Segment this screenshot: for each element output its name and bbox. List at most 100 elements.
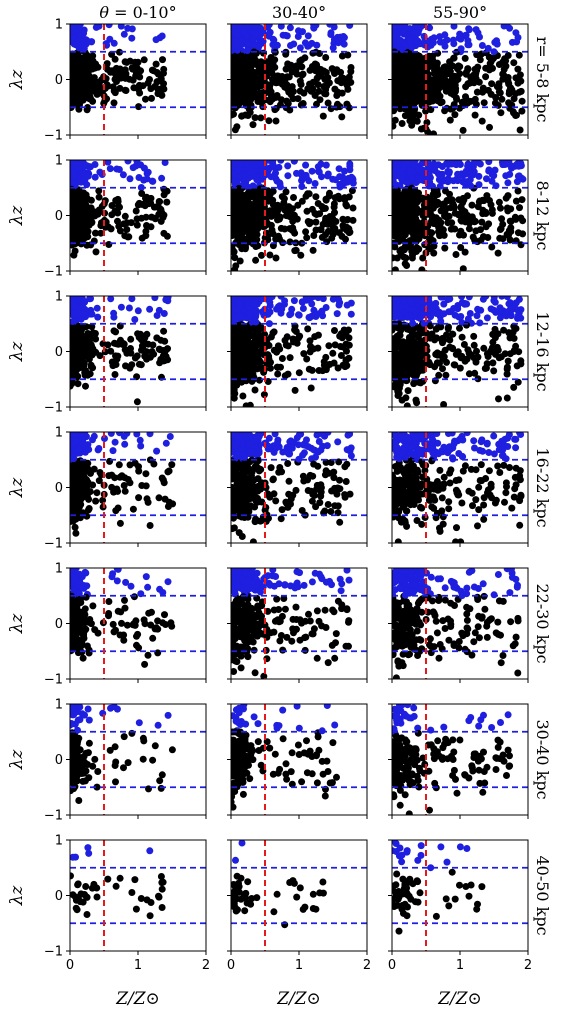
halo-star-point	[482, 223, 490, 231]
halo-star-point	[238, 245, 246, 253]
panel-points-r0-c2	[392, 24, 526, 135]
halo-star-point	[293, 70, 301, 78]
halo-star-point	[510, 59, 518, 67]
disc-star-point	[290, 160, 298, 165]
disc-star-point	[462, 31, 470, 39]
halo-star-point	[495, 80, 503, 88]
halo-star-point	[442, 87, 450, 95]
disc-star-point	[96, 168, 104, 176]
halo-star-point	[71, 207, 79, 215]
halo-star-point	[429, 190, 437, 198]
halo-star-point	[283, 73, 291, 81]
halo-star-point	[80, 87, 88, 95]
disc-star-point	[311, 180, 319, 187]
halo-star-point	[72, 343, 80, 351]
halo-star-point	[433, 59, 441, 67]
halo-star-point	[506, 236, 514, 244]
halo-star-point	[518, 97, 526, 105]
halo-star-point	[322, 54, 330, 61]
halo-star-point	[258, 202, 266, 209]
halo-star-point	[298, 197, 306, 205]
y-tick-label: 0	[55, 209, 63, 224]
halo-star-point	[395, 92, 403, 100]
halo-star-point	[432, 69, 440, 77]
halo-star-point	[430, 249, 438, 257]
disc-star-point	[507, 162, 515, 169]
disc-star-point	[426, 178, 434, 186]
disc-star-point	[302, 161, 310, 169]
halo-star-point	[161, 357, 168, 365]
halo-star-point	[74, 52, 82, 60]
halo-star-point	[322, 231, 329, 239]
halo-star-point	[97, 229, 105, 237]
halo-star-point	[311, 60, 319, 68]
halo-star-point	[401, 112, 409, 120]
halo-star-point	[122, 87, 130, 94]
halo-star-point	[461, 248, 469, 256]
halo-star-point	[324, 99, 332, 107]
halo-star-point	[402, 254, 410, 262]
halo-star-point	[319, 112, 327, 120]
halo-star-point	[252, 229, 260, 237]
halo-star-point	[146, 76, 153, 83]
disc-star-point	[110, 39, 118, 47]
halo-star-point	[400, 207, 408, 215]
disc-star-point	[302, 174, 310, 181]
halo-star-point	[471, 111, 479, 119]
disc-star-point	[79, 169, 87, 177]
disc-star-point	[464, 161, 472, 169]
halo-star-point	[132, 207, 140, 215]
halo-star-point	[254, 96, 262, 104]
halo-star-point	[138, 190, 146, 197]
halo-star-point	[121, 232, 129, 240]
halo-star-point	[135, 360, 143, 368]
halo-star-point	[486, 123, 493, 131]
disc-star-point	[343, 178, 351, 186]
halo-star-point	[76, 95, 84, 103]
halo-star-point	[251, 114, 259, 122]
panel-points-r1-c1	[231, 160, 357, 271]
halo-star-point	[114, 195, 122, 203]
halo-star-point	[392, 219, 397, 227]
halo-star-point	[292, 246, 300, 254]
disc-star-point	[93, 304, 101, 312]
disc-star-point	[269, 160, 277, 165]
halo-star-point	[95, 82, 103, 90]
halo-star-point	[447, 225, 455, 233]
halo-star-point	[425, 52, 433, 60]
halo-star-point	[87, 204, 95, 212]
halo-star-point	[347, 68, 355, 76]
halo-star-point	[289, 95, 297, 103]
disc-star-point	[299, 28, 306, 36]
halo-star-point	[123, 226, 131, 233]
disc-star-point	[103, 160, 111, 165]
disc-star-point	[419, 166, 427, 174]
disc-star-point	[134, 307, 142, 315]
disc-star-point	[70, 296, 76, 301]
halo-star-point	[70, 218, 78, 226]
panel-points-r1-c2	[392, 160, 527, 271]
halo-star-point	[257, 114, 265, 122]
halo-star-point	[519, 230, 527, 238]
disc-star-point	[421, 41, 429, 49]
disc-star-point	[413, 24, 421, 28]
halo-star-point	[463, 99, 471, 107]
disc-star-point	[464, 37, 472, 45]
halo-star-point	[441, 208, 449, 216]
halo-star-point	[234, 56, 242, 64]
halo-star-point	[500, 71, 508, 79]
halo-star-point	[418, 266, 426, 271]
halo-star-point	[402, 78, 410, 85]
disc-star-point	[322, 161, 330, 169]
halo-star-point	[392, 116, 399, 124]
halo-star-point	[252, 256, 260, 264]
disc-star-point	[140, 164, 148, 172]
halo-star-point	[408, 110, 416, 118]
disc-star-point	[155, 306, 163, 314]
disc-star-point	[276, 180, 284, 188]
disc-star-point	[243, 160, 251, 167]
halo-star-point	[163, 232, 171, 240]
halo-star-point	[430, 130, 437, 135]
halo-star-point	[108, 202, 116, 209]
